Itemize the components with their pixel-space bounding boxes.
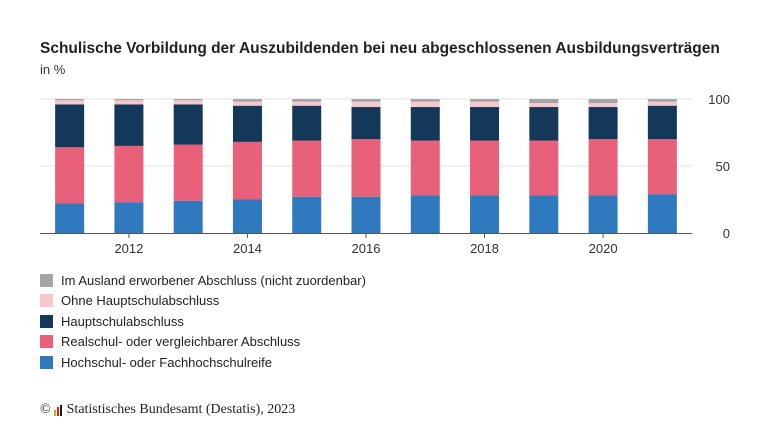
destatis-logo-icon (53, 404, 63, 416)
bar-segment (232, 99, 262, 102)
legend-item: Hauptschulabschluss (40, 311, 366, 332)
legend-swatch (40, 355, 53, 369)
x-tick-label: 2016 (352, 241, 381, 256)
bar-segment (470, 195, 500, 233)
bar-segment (588, 103, 618, 108)
bar-segment (529, 107, 559, 141)
legend-label: Realschul- oder vergleichbarer Abschluss (61, 334, 301, 350)
legend-label: Ohne Hauptschulabschluss (61, 293, 220, 309)
bar-segment (529, 140, 559, 196)
chart-subtitle: in % (40, 62, 66, 77)
bar-segment (647, 105, 677, 140)
bar-segment (173, 144, 203, 201)
bar-segment (410, 107, 440, 141)
bar-segment (410, 195, 440, 233)
bar-segment (647, 99, 677, 102)
chart-legend: Im Ausland erworbener Abschluss (nicht z… (40, 270, 366, 373)
bar-segment (410, 140, 440, 196)
bar-segment (647, 194, 677, 233)
bar-segment (529, 103, 559, 108)
legend-item: Im Ausland erworbener Abschluss (nicht z… (40, 270, 366, 291)
legend-item: Realschul- oder vergleichbarer Abschluss (40, 332, 366, 353)
bar-segment (292, 140, 322, 197)
x-tick-label: 2020 (589, 241, 618, 256)
bar-segment (55, 147, 85, 204)
legend-label: Im Ausland erworbener Abschluss (nicht z… (61, 272, 366, 288)
bar-segment (55, 104, 85, 148)
legend-label: Hochschul- oder Fachhochschulreife (61, 354, 272, 370)
source-text: Statistisches Bundesamt (Destatis), 2023 (66, 402, 296, 417)
legend-swatch (40, 273, 53, 287)
bar-segment (173, 104, 203, 145)
bar-segment (351, 99, 381, 102)
source-footer: © Statistisches Bundesamt (Destatis), 20… (40, 402, 295, 418)
copyright-symbol: © (40, 402, 51, 417)
bar-segment (173, 99, 203, 101)
bar-segment (351, 139, 381, 197)
bar-segment (470, 107, 500, 141)
legend-swatch (40, 335, 53, 349)
x-tick-label: 2018 (470, 241, 499, 256)
bar-segment (173, 100, 203, 105)
bar-segment (588, 195, 618, 233)
bar-segment (55, 99, 85, 101)
legend-swatch (40, 294, 53, 308)
bar-segment (588, 139, 618, 196)
bar-segment (232, 199, 262, 233)
bar-segment (232, 141, 262, 200)
x-tick-label: 2014 (233, 241, 262, 256)
bar-segment (588, 99, 618, 104)
bar-segment (351, 107, 381, 140)
bar-segment (588, 107, 618, 140)
chart-title: Schulische Vorbildung der Auszubildenden… (40, 40, 720, 57)
legend-item: Ohne Hauptschulabschluss (40, 291, 366, 312)
bar-segment (647, 139, 677, 195)
bar-segment (55, 100, 85, 105)
y-tick-label: 0 (723, 226, 730, 241)
bar-segment (529, 195, 559, 233)
legend-swatch (40, 314, 53, 328)
bar-segment (114, 202, 144, 233)
bar-segment (410, 99, 440, 102)
y-tick-label: 50 (716, 159, 730, 174)
bar-segment (292, 196, 322, 233)
legend-item: Hochschul- oder Fachhochschulreife (40, 352, 366, 373)
bar-segment (114, 104, 144, 146)
bar-segment (292, 105, 322, 141)
x-tick-label: 2012 (114, 241, 143, 256)
legend-label: Hauptschulabschluss (61, 313, 184, 329)
bar-segment (351, 196, 381, 233)
bar-segment (114, 99, 144, 101)
bar-segment (351, 101, 381, 108)
bar-segment (292, 99, 322, 102)
bar-segment (410, 101, 440, 108)
bar-segment (647, 101, 677, 106)
bar-segment (470, 140, 500, 196)
bar-segment (470, 101, 500, 108)
bar-segment (232, 101, 262, 106)
bar-segment (232, 105, 262, 142)
bar-segment (529, 99, 559, 104)
bar-segment (114, 145, 144, 203)
bar-segment (114, 100, 144, 105)
bar-segment (292, 101, 322, 106)
y-tick-label: 100 (708, 92, 730, 107)
bar-segment (55, 203, 85, 233)
bar-segment (470, 99, 500, 102)
bar-segment (173, 200, 203, 233)
